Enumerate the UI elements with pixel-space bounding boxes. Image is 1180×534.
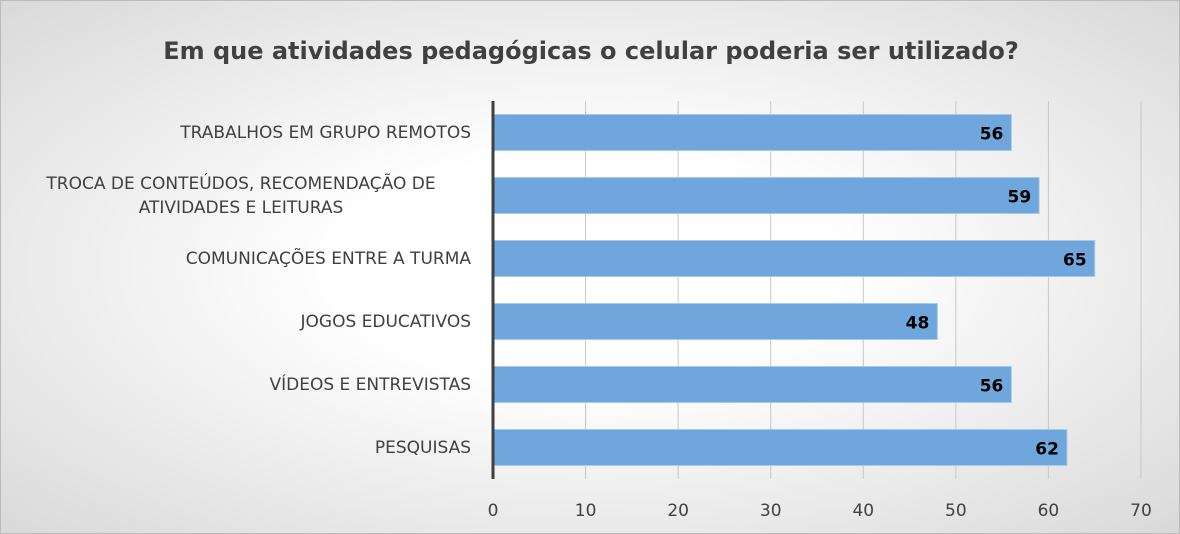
category-text: VÍDEOS E ENTREVISTAS — [269, 374, 471, 395]
y-tick-label: TRABALHOS EM GRUPO REMOTOS — [11, 121, 471, 145]
bar — [492, 177, 1040, 214]
bar — [492, 303, 938, 340]
x-tick-label: 20 — [667, 501, 689, 521]
y-tick-label: JOGOS EDUCATIVOS — [11, 310, 472, 334]
x-tick-label: 10 — [575, 501, 597, 521]
x-tick-label: 40 — [852, 501, 874, 521]
x-tick-label: 70 — [1130, 501, 1152, 521]
data-label: 56 — [980, 377, 1004, 397]
category-text: COMUNICAÇÕES ENTRE A TURMA — [185, 248, 471, 269]
data-label: 59 — [1007, 188, 1031, 208]
y-tick-label: PESQUISAS — [11, 436, 471, 460]
bar — [492, 366, 1012, 403]
category-text: PESQUISAS — [374, 437, 471, 458]
x-tick-label: 0 — [488, 501, 499, 521]
chart-title: Em que atividades pedagógicas o celular … — [163, 37, 1019, 65]
x-tick-label: 60 — [1038, 501, 1060, 521]
bar — [492, 429, 1068, 466]
x-tick-label: 30 — [760, 501, 782, 521]
data-label: 48 — [906, 314, 930, 334]
data-label: 62 — [1035, 440, 1059, 460]
data-label: 65 — [1063, 251, 1087, 271]
x-tick-label: 50 — [945, 501, 967, 521]
bar — [492, 114, 1012, 151]
category-text: TRABALHOS EM GRUPO REMOTOS — [180, 122, 471, 143]
data-label: 56 — [980, 125, 1004, 145]
y-tick-label: COMUNICAÇÕES ENTRE A TURMA — [11, 247, 471, 271]
category-text: TROCA DE CONTEÚDOS, RECOMENDAÇÃO DE ATIV… — [46, 173, 436, 218]
y-tick-label: VÍDEOS E ENTREVISTAS — [11, 373, 471, 397]
y-tick-label: TROCA DE CONTEÚDOS, RECOMENDAÇÃO DE ATIV… — [11, 172, 471, 220]
bar — [492, 240, 1096, 277]
category-text: JOGOS EDUCATIVOS — [300, 311, 472, 332]
